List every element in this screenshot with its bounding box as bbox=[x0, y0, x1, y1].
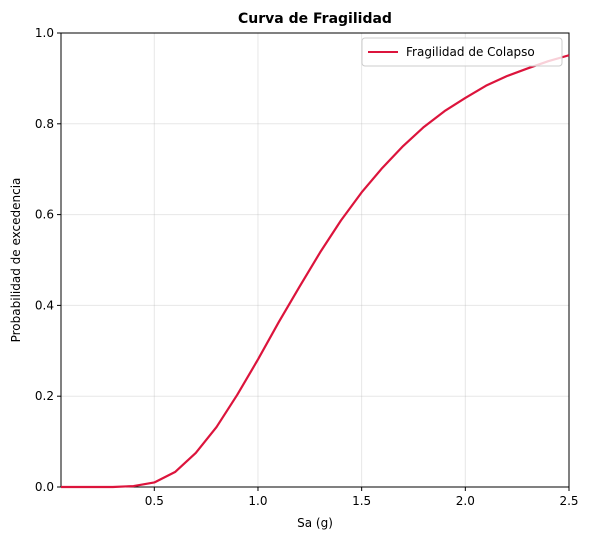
series-line-fragilidad-de-colapso bbox=[61, 54, 570, 489]
y-axis-label: Probabilidad de excedencia bbox=[9, 178, 23, 343]
legend: Fragilidad de Colapso bbox=[361, 37, 563, 67]
y-tick-label: 0.8 bbox=[35, 117, 54, 131]
x-tick-label: 1.5 bbox=[352, 494, 371, 508]
x-axis-label: Sa (g) bbox=[297, 516, 333, 530]
y-tick-label: 0.6 bbox=[35, 208, 54, 222]
x-tick-label: 0.5 bbox=[145, 494, 164, 508]
legend-label: Fragilidad de Colapso bbox=[406, 45, 535, 59]
y-tick-label: 1.0 bbox=[35, 26, 54, 40]
x-tick-label: 2.5 bbox=[559, 494, 578, 508]
plot-area-frame bbox=[60, 32, 570, 488]
legend-box bbox=[361, 37, 563, 67]
y-tick-label: 0.0 bbox=[35, 480, 54, 494]
x-axis: 0.5 1.0 1.5 2.0 2.5 bbox=[145, 487, 579, 508]
y-axis: 0.0 0.2 0.4 0.6 0.8 1.0 bbox=[35, 26, 61, 494]
x-tick-label: 1.0 bbox=[248, 494, 267, 508]
y-tick-label: 0.4 bbox=[35, 298, 54, 312]
y-tick-label: 0.2 bbox=[35, 389, 54, 403]
series-lines bbox=[61, 54, 570, 489]
x-tick-label: 2.0 bbox=[456, 494, 475, 508]
chart-title: Curva de Fragilidad bbox=[238, 11, 392, 27]
